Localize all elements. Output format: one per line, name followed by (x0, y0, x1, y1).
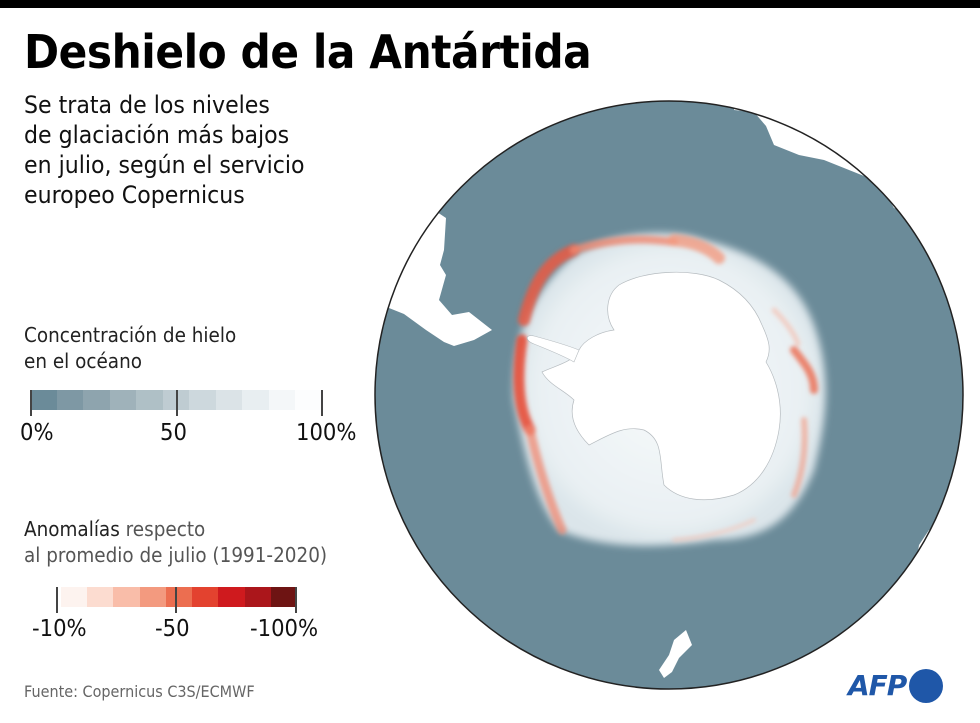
scale-swatch (109, 390, 137, 410)
concentration-color-scale (30, 390, 323, 410)
scale-swatch (189, 390, 216, 410)
scale-swatch (218, 587, 245, 607)
scale-swatch (30, 390, 57, 410)
concentration-legend-title: Concentración de hielo en el océano (24, 322, 236, 374)
legend-title-bold: Anomalías (24, 517, 120, 541)
scale-label-max: 100% (296, 420, 357, 446)
scale-swatch (295, 390, 323, 410)
scale-swatch (244, 587, 271, 607)
scale-swatch (87, 587, 114, 607)
source-credit: Fuente: Copernicus C3S/ECMWF (24, 682, 255, 701)
subtitle-line: Se trata de los niveles (24, 91, 270, 119)
scale-swatch (56, 390, 84, 410)
afp-logo: AFP (848, 668, 944, 704)
anomaly-color-scale (61, 587, 297, 607)
scale-swatch (192, 587, 219, 607)
scale-swatch (136, 390, 163, 410)
scale-label-min: -10% (32, 616, 87, 642)
afp-logo-text: AFP (848, 669, 907, 702)
scale-tick (176, 390, 178, 416)
scale-swatch (61, 587, 88, 607)
scale-swatch (215, 390, 243, 410)
legend-title-rest: respecto (119, 517, 206, 541)
subtitle: Se trata de los niveles de glaciación má… (24, 90, 355, 210)
top-rule (0, 0, 980, 8)
scale-swatch (242, 390, 269, 410)
scale-swatch (139, 587, 166, 607)
subtitle-line: en julio, según el servicio (24, 151, 305, 179)
scale-tick (175, 587, 177, 613)
scale-swatch (83, 390, 110, 410)
anomaly-legend-title: Anomalías respecto al promedio de julio … (24, 516, 327, 568)
scale-tick (30, 390, 32, 416)
scale-tick (295, 587, 297, 613)
subtitle-line: europeo Copernicus (24, 181, 245, 209)
anomaly-rim (513, 234, 818, 542)
legend-title-line: Concentración de hielo (24, 323, 237, 347)
scale-swatch (270, 587, 297, 607)
scale-swatch (113, 587, 140, 607)
afp-logo-dot-icon (909, 669, 944, 703)
scale-tick (56, 587, 58, 613)
antarctica-polar-map (374, 100, 964, 690)
scale-swatch (165, 587, 193, 607)
scale-label-mid: -50 (155, 616, 190, 642)
legend-title-line: al promedio de julio (1991-2020) (24, 543, 328, 567)
new-zealand-land (659, 630, 692, 678)
scale-label-min: 0% (20, 420, 54, 446)
globe-outline (374, 100, 964, 690)
scale-label-max: -100% (250, 616, 319, 642)
scale-swatch (268, 390, 296, 410)
subtitle-line: de glaciación más bajos (24, 121, 290, 149)
antarctic-peninsula (526, 335, 580, 363)
page-title: Deshielo de la Antártida (24, 25, 592, 79)
scale-label-mid: 50 (160, 420, 187, 446)
legend-title-line: en el océano (24, 349, 143, 373)
scale-tick (321, 390, 323, 416)
